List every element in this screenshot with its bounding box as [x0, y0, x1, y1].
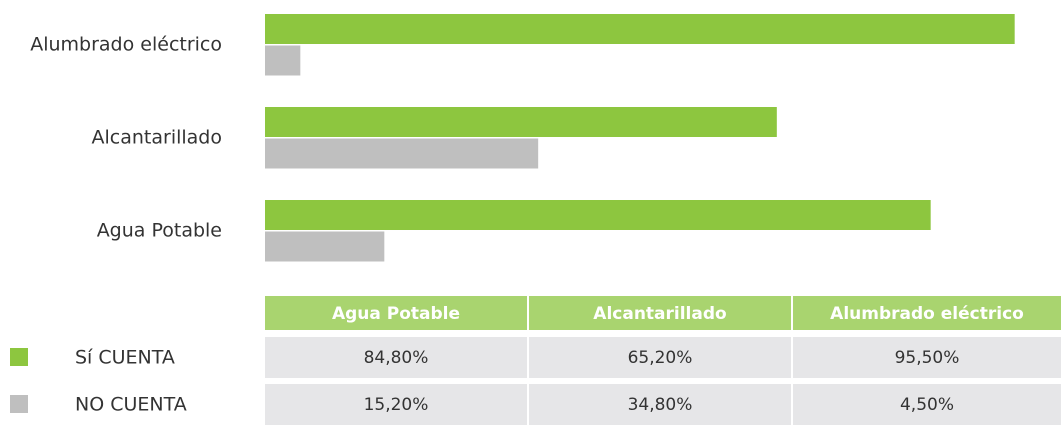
table-cell-text: 4,50%: [900, 395, 954, 415]
bar: [265, 231, 385, 262]
table-cell: [529, 337, 791, 378]
table-cell-text: 95,50%: [895, 348, 960, 368]
table-header-cell: [529, 296, 791, 330]
legend-swatch: [10, 348, 28, 366]
table-cell-text: 65,20%: [628, 348, 693, 368]
table-cell: [265, 384, 527, 425]
y-tick-label: Alcantarillado: [92, 127, 222, 149]
bar: [265, 138, 539, 169]
y-tick-label: Agua Potable: [97, 220, 222, 242]
table-cell: [529, 384, 791, 425]
table-cell: [793, 384, 1061, 425]
table-cell-text: 15,20%: [364, 395, 429, 415]
legend-label: NO CUENTA: [75, 394, 187, 416]
bar: [265, 14, 1015, 44]
table-cell-text: 84,80%: [364, 348, 429, 368]
bar: [265, 107, 777, 137]
table-header-text: Alumbrado eléctrico: [830, 304, 1024, 324]
table-cell: [793, 337, 1061, 378]
legend-swatch: [10, 395, 28, 413]
table-header-text: Agua Potable: [332, 304, 460, 324]
table-cell-text: 34,80%: [628, 395, 693, 415]
bar: [265, 200, 931, 230]
bar: [265, 45, 301, 76]
legend-label: Sí CUENTA: [75, 347, 175, 369]
y-tick-label: Alumbrado eléctrico: [30, 34, 222, 56]
table-header-cell: [265, 296, 527, 330]
table-cell: [265, 337, 527, 378]
table-header-text: Alcantarillado: [593, 304, 726, 324]
table-header-cell: [793, 296, 1061, 330]
